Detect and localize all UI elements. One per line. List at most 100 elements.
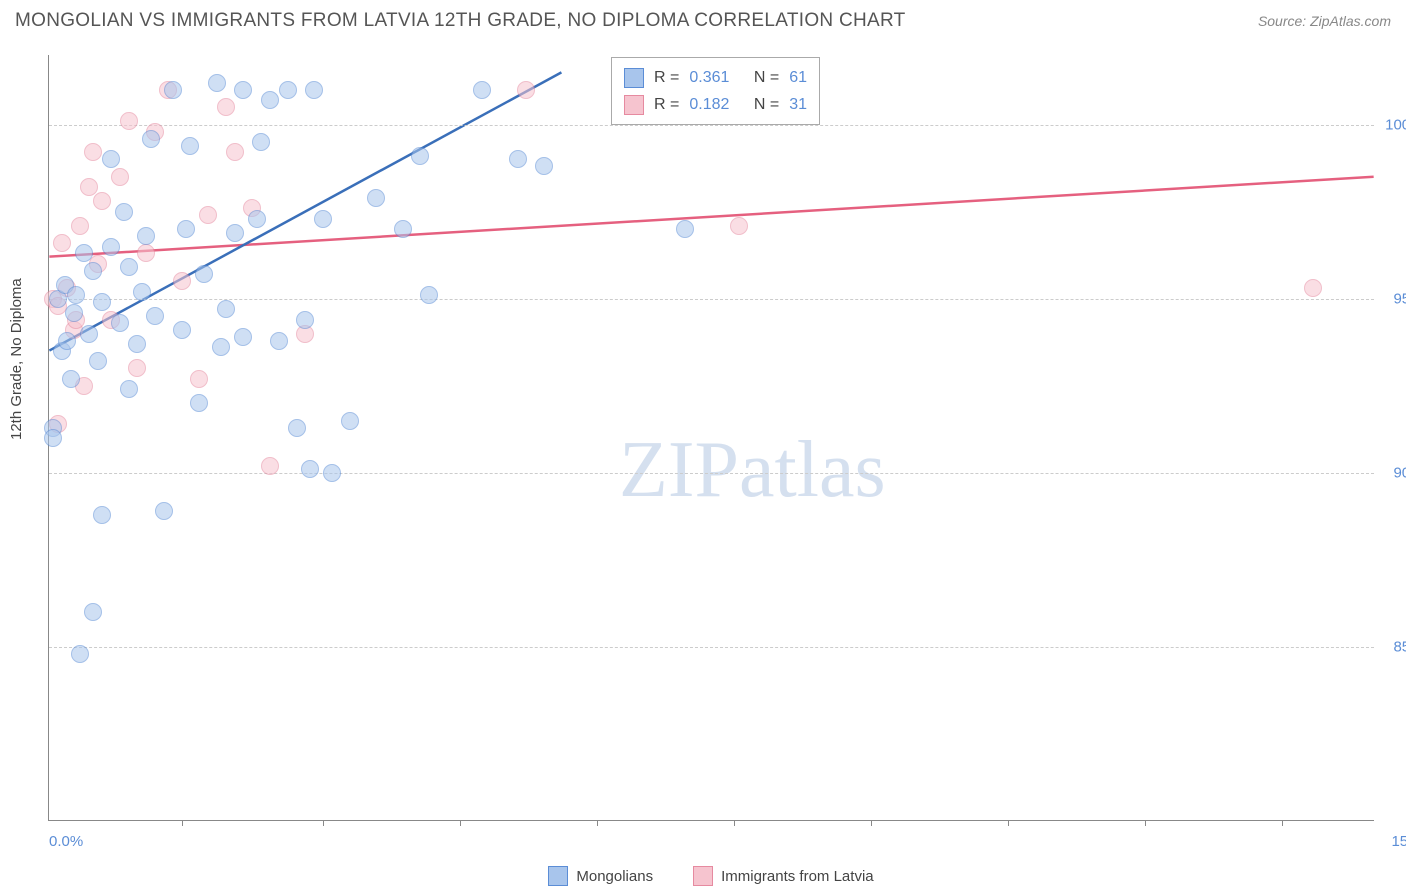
data-point: [177, 220, 195, 238]
data-point: [111, 168, 129, 186]
data-point: [164, 81, 182, 99]
data-point: [89, 352, 107, 370]
data-point: [296, 311, 314, 329]
y-tick-label: 100.0%: [1385, 116, 1406, 133]
y-axis-label: 12th Grade, No Diploma: [8, 278, 25, 440]
data-point: [270, 332, 288, 350]
data-point: [93, 506, 111, 524]
data-point: [676, 220, 694, 238]
data-point: [341, 412, 359, 430]
data-point: [155, 502, 173, 520]
data-point: [420, 286, 438, 304]
data-point: [517, 81, 535, 99]
data-point: [190, 394, 208, 412]
data-point: [279, 81, 297, 99]
data-point: [190, 370, 208, 388]
trend-lines: [49, 55, 1374, 820]
data-point: [93, 293, 111, 311]
x-tick: [1008, 820, 1009, 826]
gridline: [49, 473, 1374, 474]
x-tick: [597, 820, 598, 826]
legend-label: Immigrants from Latvia: [721, 868, 874, 885]
data-point: [195, 265, 213, 283]
gridline: [49, 299, 1374, 300]
data-point: [120, 258, 138, 276]
header: MONGOLIAN VS IMMIGRANTS FROM LATVIA 12TH…: [15, 10, 1391, 32]
data-point: [226, 224, 244, 242]
data-point: [71, 645, 89, 663]
swatch-icon: [624, 68, 644, 88]
data-point: [367, 189, 385, 207]
x-tick: [871, 820, 872, 826]
data-point: [84, 262, 102, 280]
data-point: [80, 325, 98, 343]
data-point: [84, 143, 102, 161]
data-point: [261, 91, 279, 109]
data-point: [217, 300, 235, 318]
data-point: [133, 283, 151, 301]
x-tick: [1145, 820, 1146, 826]
gridline: [49, 125, 1374, 126]
data-point: [509, 150, 527, 168]
data-point: [181, 137, 199, 155]
data-point: [102, 238, 120, 256]
x-tick-label: 15.0%: [1391, 833, 1406, 850]
data-point: [730, 217, 748, 235]
data-point: [62, 370, 80, 388]
data-point: [288, 419, 306, 437]
legend-item: Mongolians: [548, 866, 653, 886]
data-point: [75, 244, 93, 262]
data-point: [314, 210, 332, 228]
data-point: [142, 130, 160, 148]
stats-row: R = 0.361 N = 61: [624, 64, 807, 91]
legend: Mongolians Immigrants from Latvia: [48, 866, 1374, 886]
y-tick-label: 95.0%: [1393, 290, 1406, 307]
data-point: [120, 380, 138, 398]
data-point: [128, 335, 146, 353]
x-tick-label: 0.0%: [49, 833, 83, 850]
data-point: [301, 460, 319, 478]
data-point: [137, 244, 155, 262]
legend-item: Immigrants from Latvia: [693, 866, 874, 886]
swatch-icon: [624, 95, 644, 115]
data-point: [212, 338, 230, 356]
legend-label: Mongolians: [576, 868, 653, 885]
swatch-icon: [548, 866, 568, 886]
data-point: [173, 321, 191, 339]
x-tick: [460, 820, 461, 826]
data-point: [65, 304, 83, 322]
data-point: [93, 192, 111, 210]
data-point: [111, 314, 129, 332]
data-point: [137, 227, 155, 245]
data-point: [473, 81, 491, 99]
correlation-stats-box: R = 0.361 N = 61 R = 0.182 N = 31: [611, 57, 820, 125]
data-point: [67, 286, 85, 304]
data-point: [234, 81, 252, 99]
data-point: [217, 98, 235, 116]
data-point: [323, 464, 341, 482]
data-point: [1304, 279, 1322, 297]
data-point: [199, 206, 217, 224]
source-label: Source: ZipAtlas.com: [1258, 13, 1391, 29]
data-point: [305, 81, 323, 99]
data-point: [71, 217, 89, 235]
y-tick-label: 85.0%: [1393, 638, 1406, 655]
x-tick: [323, 820, 324, 826]
data-point: [102, 150, 120, 168]
data-point: [226, 143, 244, 161]
watermark: ZIPatlas: [619, 425, 886, 516]
data-point: [58, 332, 76, 350]
data-point: [234, 328, 252, 346]
data-point: [115, 203, 133, 221]
y-tick-label: 90.0%: [1393, 464, 1406, 481]
data-point: [44, 429, 62, 447]
data-point: [248, 210, 266, 228]
chart-title: MONGOLIAN VS IMMIGRANTS FROM LATVIA 12TH…: [15, 10, 906, 32]
x-tick: [1282, 820, 1283, 826]
swatch-icon: [693, 866, 713, 886]
data-point: [252, 133, 270, 151]
data-point: [128, 359, 146, 377]
data-point: [146, 307, 164, 325]
stats-row: R = 0.182 N = 31: [624, 91, 807, 118]
data-point: [120, 112, 138, 130]
